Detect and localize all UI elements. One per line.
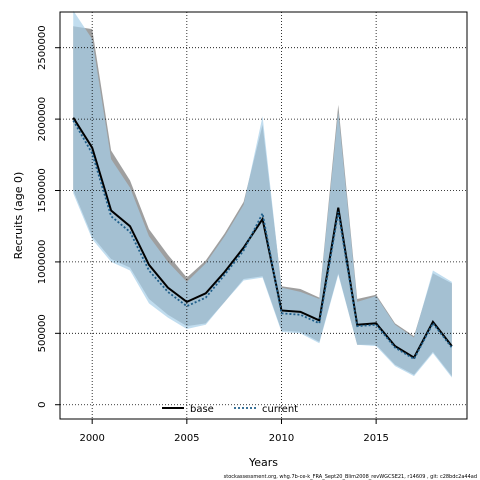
x-tick-label-1: 2005: [174, 433, 199, 444]
grid: [60, 12, 467, 419]
legend: base current: [162, 404, 298, 415]
x-axis-title: Years: [248, 456, 278, 469]
x-tick-label-3: 2015: [363, 433, 388, 444]
plot-border: [59, 11, 468, 420]
series-line-base: [72, 117, 453, 359]
y-tick-label-1: 500000: [37, 314, 48, 352]
y-tick-label-3: 1500000: [37, 168, 48, 213]
y-axis-title: Recruits (age 0): [12, 172, 25, 260]
footer-credit: stockassessment.org, whg.7b-ce-k_FRA_Sep…: [224, 474, 477, 480]
confidence-bands: [73, 10, 452, 378]
legend-label-base: base: [190, 404, 214, 415]
band-current: [73, 10, 452, 378]
x-tick-label-0: 2000: [79, 433, 104, 444]
series-lines: [72, 117, 453, 361]
y-tick-label-2: 1000000: [37, 240, 48, 285]
y-tick-label-4: 2000000: [37, 97, 48, 142]
y-tick-label-5: 2500000: [37, 25, 48, 70]
x-tick-label-2: 2010: [269, 433, 294, 444]
legend-label-current: current: [262, 404, 298, 415]
axes: 2000 2005 2010 2015 0 500000 1000000 1500000 200…: [37, 25, 389, 444]
y-tick-label-0: 0: [37, 402, 48, 408]
